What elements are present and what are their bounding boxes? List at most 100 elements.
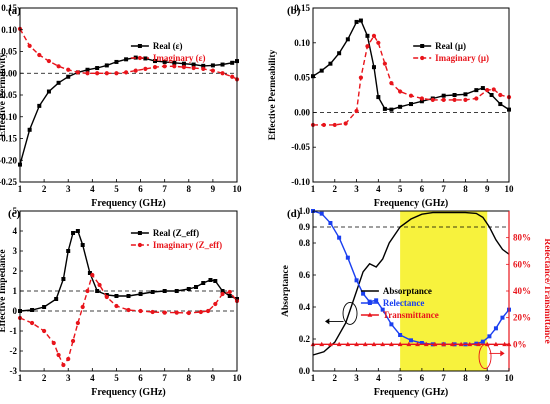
data-point	[186, 310, 191, 316]
y-tick-label: 0.9	[299, 222, 311, 232]
x-tick-label: 4	[376, 373, 381, 383]
data-point	[201, 66, 206, 71]
data-point	[208, 278, 213, 282]
x-tick-label: 7	[441, 184, 446, 194]
data-point	[37, 52, 42, 58]
x-tick-label: 5	[398, 184, 403, 194]
data-point	[362, 341, 368, 347]
x-tick-label: 7	[162, 373, 167, 383]
data-point	[210, 68, 215, 73]
data-point	[97, 282, 102, 288]
y-tick-label: -0.10	[291, 177, 310, 187]
data-point	[85, 71, 90, 76]
panel-label: (c)	[8, 208, 21, 220]
y-tick-label: 0.4	[299, 302, 311, 312]
data-point	[345, 255, 350, 260]
y-right-tick-label: 40%	[513, 286, 531, 296]
y-tick-label: 0.15	[294, 3, 310, 13]
chart-panel-c: 1 2 3 4 5 6 7 8 9 10 -3 -2 -1 0 1 2 3 4 5 Frequency (GHz) Ef…	[0, 206, 242, 398]
data-point	[480, 339, 485, 344]
series-line	[312, 211, 510, 356]
data-point	[374, 298, 379, 303]
data-point	[114, 303, 119, 309]
data-point	[143, 66, 148, 71]
data-point	[423, 341, 429, 347]
x-tick-label: 1	[18, 184, 23, 194]
legend-marker	[137, 44, 142, 48]
x-tick-label: 2	[333, 373, 338, 383]
y-tick-label: -0.05	[291, 142, 310, 152]
data-point	[126, 294, 131, 298]
x-tick-label: 1	[311, 373, 316, 383]
data-point	[419, 341, 424, 345]
y-tick-label: 0	[13, 306, 18, 316]
legend-entry: Real (Z_eff)	[153, 228, 199, 238]
data-point	[201, 63, 206, 68]
data-point	[397, 341, 403, 347]
data-point	[172, 60, 177, 65]
data-point	[71, 231, 76, 235]
data-point	[172, 64, 177, 69]
x-tick-label: 8	[187, 373, 192, 383]
data-point	[85, 67, 90, 72]
chart-panel-b: 1 2 3 4 5 6 7 8 9 10 -0.10 -0.05 0.00 0.05 0.10 0.15 Fre…	[268, 3, 514, 209]
data-point	[56, 80, 61, 85]
x-tick-label: 10	[233, 184, 243, 194]
chart-panel-d: 1 2 3 4 5 6 7 8 9 10 0.0 0.2 0.4 0.6 0.8 0.9 1.0 0% 20% 40%…	[281, 206, 550, 398]
data-point	[354, 108, 359, 114]
data-point	[150, 290, 155, 294]
y-tick-label: 0.00	[294, 107, 310, 117]
x-tick-label: 8	[187, 184, 192, 194]
data-point	[389, 107, 394, 112]
data-point	[213, 301, 218, 307]
y-tick-label: 4	[13, 226, 18, 236]
data-point	[27, 127, 32, 132]
data-point	[51, 340, 56, 346]
legend-marker	[367, 312, 373, 317]
data-point	[498, 92, 503, 98]
data-point	[345, 37, 350, 42]
y-tick-label: 0.2	[299, 334, 311, 344]
arrow-head	[324, 318, 330, 325]
y-tick-label: -0.10	[0, 112, 17, 122]
legend-marker	[367, 301, 372, 305]
x-tick-label: 5	[398, 373, 403, 383]
data-point	[227, 289, 232, 295]
data-point	[85, 288, 90, 294]
data-point	[354, 278, 359, 283]
x-tick-label: 3	[66, 373, 71, 383]
data-point	[406, 341, 412, 347]
x-tick-label: 5	[114, 373, 119, 383]
data-point	[498, 102, 503, 107]
data-point	[441, 93, 446, 98]
legend-entry: Real (μ)	[435, 41, 466, 51]
data-point	[328, 221, 333, 225]
y-tick-label: 1.0	[299, 206, 311, 216]
data-point	[75, 229, 80, 233]
data-point	[194, 285, 199, 289]
y-right-axis-label: Relectance/Transmittance	[542, 238, 550, 343]
legend-entry: Absorptance	[383, 286, 432, 296]
x-axis-label: Frequency (GHz)	[374, 198, 449, 209]
data-point	[54, 297, 59, 301]
legend-marker	[137, 242, 143, 248]
data-point	[104, 71, 109, 76]
data-point	[42, 305, 47, 309]
x-tick-label: 6	[138, 373, 143, 383]
x-tick-label: 9	[211, 373, 216, 383]
data-point	[138, 308, 143, 314]
data-point	[337, 51, 342, 56]
y-tick-label: 0.10	[1, 25, 17, 35]
data-point	[502, 341, 508, 347]
data-point	[70, 338, 76, 344]
data-point	[66, 356, 71, 362]
data-point	[467, 341, 473, 347]
y-tick-label: 0.0	[299, 366, 311, 376]
y-tick-label: 3	[13, 246, 18, 256]
data-point	[452, 93, 457, 97]
data-point	[430, 97, 435, 102]
y-tick-label: 0.6	[299, 270, 311, 280]
series-line	[313, 34, 510, 126]
x-tick-label: 5	[114, 184, 119, 194]
y-tick-label: 0.10	[294, 38, 310, 48]
